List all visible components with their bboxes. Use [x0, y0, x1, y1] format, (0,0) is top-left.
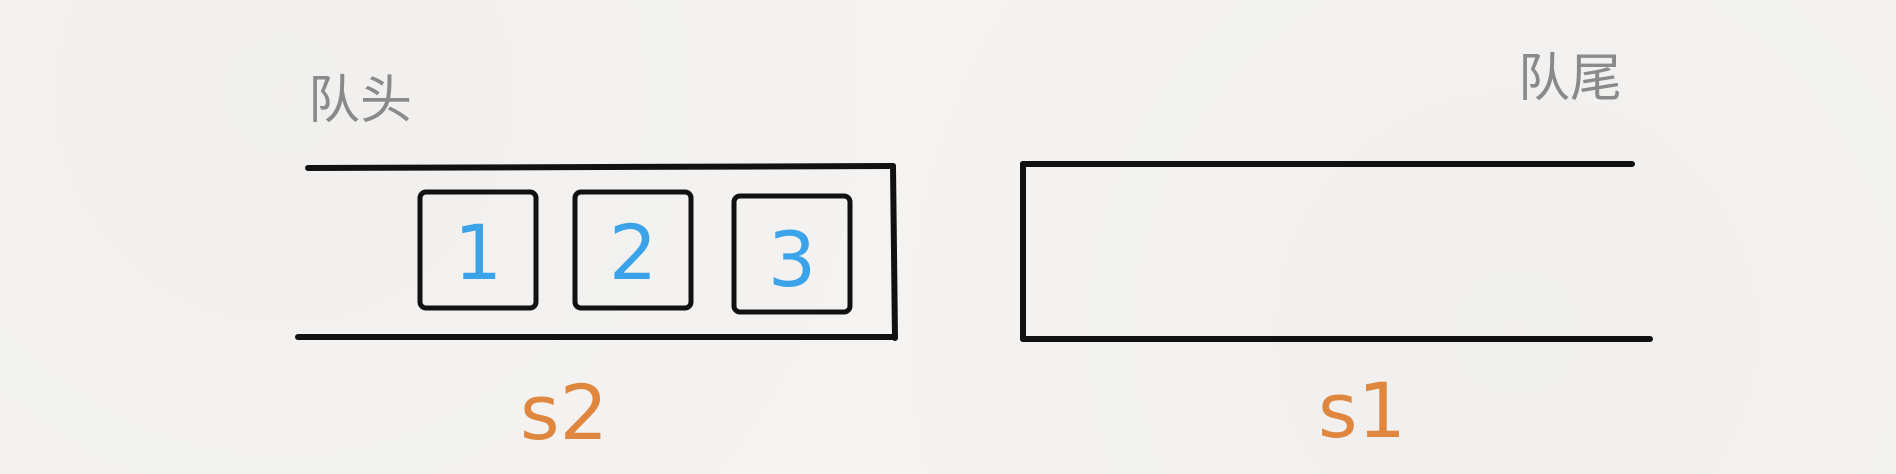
stack-item-1: 1	[417, 189, 539, 311]
stack-item-1-value: 1	[454, 208, 502, 297]
stack-item-2: 2	[572, 189, 694, 311]
stack-s2-container	[295, 163, 898, 341]
stack-item-3: 3	[731, 193, 853, 315]
queue-tail-label: 队尾	[1518, 49, 1622, 109]
stack-s1-container	[1020, 161, 1653, 342]
stack-s2-label: s2	[520, 368, 608, 457]
queue-head-label: 队头	[308, 71, 412, 131]
stack-item-2-value: 2	[609, 208, 657, 297]
stack-item-3-value: 3	[768, 215, 816, 304]
stack-s1-label: s1	[1318, 366, 1406, 455]
